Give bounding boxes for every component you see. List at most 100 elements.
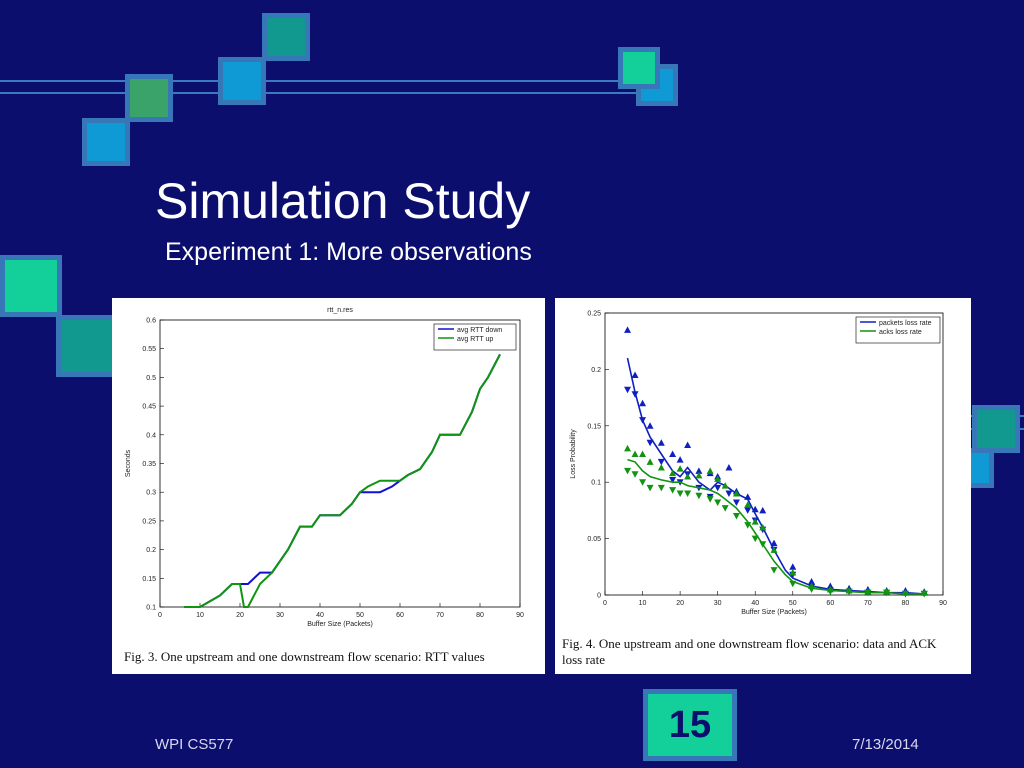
data-point-up-packets-loss-rate [669, 450, 677, 457]
data-point-down-acks-loss-rate [789, 580, 797, 588]
data-point-down-packets-loss-rate [669, 476, 677, 484]
x-tick-label: 0 [158, 612, 162, 619]
data-point-up-acks-loss-rate [770, 546, 778, 553]
data-point-up-acks-loss-rate [744, 501, 752, 508]
x-tick-label: 30 [714, 600, 722, 607]
y-axis-label: Loss Probability [570, 429, 577, 479]
data-point-up-acks-loss-rate [676, 465, 684, 472]
page-number: 15 [668, 703, 712, 746]
x-tick-label: 50 [789, 600, 797, 607]
data-point-down-packets-loss-rate [725, 490, 733, 497]
data-point-up-packets-loss-rate [695, 467, 703, 474]
data-point-down-packets-loss-rate [657, 458, 665, 466]
data-point-down-packets-loss-rate [732, 499, 740, 507]
x-tick-label: 40 [751, 600, 759, 607]
decor-square [125, 74, 173, 122]
data-point-up-acks-loss-rate [624, 444, 632, 452]
y-tick-label: 0 [597, 593, 601, 600]
data-point-up-packets-loss-rate [826, 582, 834, 589]
legend-label: packets loss rate [879, 320, 932, 327]
data-point-up-packets-loss-rate [624, 326, 632, 333]
data-point-up-acks-loss-rate [684, 473, 692, 480]
data-point-down-packets-loss-rate [714, 484, 722, 492]
y-tick-label: 0.1 [146, 605, 156, 612]
data-point-up-packets-loss-rate [759, 506, 767, 514]
data-point-down-acks-loss-rate [695, 492, 703, 500]
data-point-down-acks-loss-rate [901, 590, 909, 598]
data-point-down-acks-loss-rate [732, 513, 740, 520]
x-tick-label: 50 [356, 612, 364, 619]
data-point-down-acks-loss-rate [639, 479, 647, 486]
y-tick-label: 0.1 [591, 480, 601, 487]
data-point-down-acks-loss-rate [646, 484, 654, 492]
data-point-down-acks-loss-rate [624, 467, 632, 475]
rtt-chart: 0 10 20 30 40 50 60 70 80 90 0.1 0.15 0.2 0.25 0.3 0.35… [125, 307, 524, 628]
series-line-acks-loss-rate [627, 458, 925, 595]
figure-caption-line1: Fig. 4. One upstream and one downstream … [562, 636, 937, 651]
data-point-up-packets-loss-rate [751, 505, 759, 513]
x-tick-label: 40 [316, 612, 324, 619]
data-point-down-acks-loss-rate [808, 586, 816, 593]
data-point-down-acks-loss-rate [883, 589, 891, 597]
y-tick-label: 0.2 [591, 367, 601, 374]
figure-loss: 0 10 20 30 40 50 60 70 80 90 0 0.05 0.1 0.15 0.2 0.25 Bu… [555, 298, 971, 674]
data-point-up-acks-loss-rate [789, 568, 797, 576]
y-tick-label: 0.25 [142, 518, 156, 525]
x-tick-label: 10 [639, 600, 647, 607]
data-point-up-packets-loss-rate [676, 456, 684, 463]
data-point-up-acks-loss-rate [646, 458, 654, 465]
legend-label: avg RTT down [457, 327, 502, 334]
decor-line-top-2 [0, 92, 665, 94]
data-point-down-acks-loss-rate [706, 496, 714, 503]
data-point-up-packets-loss-rate [684, 441, 692, 448]
data-point-down-acks-loss-rate [657, 484, 665, 492]
decor-square [972, 405, 1020, 453]
y-tick-label: 0.05 [587, 536, 601, 543]
data-point-up-acks-loss-rate [657, 464, 665, 471]
data-point-down-acks-loss-rate [759, 541, 767, 548]
legend-label: acks loss rate [879, 329, 922, 336]
y-tick-label: 0.15 [142, 576, 156, 583]
figure-caption: Fig. 3. One upstream and one downstream … [124, 649, 485, 664]
data-point-down-acks-loss-rate [631, 471, 639, 478]
series-line-packets-loss-rate [626, 357, 925, 595]
data-point-up-acks-loss-rate [639, 450, 647, 457]
data-point-down-acks-loss-rate [744, 522, 752, 529]
footer-course: WPI CS577 [155, 736, 234, 753]
loss-chart: 0 10 20 30 40 50 60 70 80 90 0 0.05 0.1 0.15 0.2 0.25 Bu… [570, 311, 947, 617]
data-point-up-acks-loss-rate [695, 471, 703, 479]
x-tick-label: 20 [236, 612, 244, 619]
x-tick-label: 10 [196, 612, 204, 619]
data-point-down-packets-loss-rate [631, 391, 639, 398]
y-tick-label: 0.3 [146, 490, 156, 497]
data-point-up-acks-loss-rate [669, 469, 677, 477]
figure-rtt: 0 10 20 30 40 50 60 70 80 90 0.1 0.15 0.2 0.25 0.3 0.35… [112, 298, 545, 674]
decor-square [618, 47, 660, 89]
data-point-up-packets-loss-rate [770, 539, 778, 547]
data-point-down-acks-loss-rate [714, 499, 722, 507]
x-tick-label: 80 [476, 612, 484, 619]
data-point-down-packets-loss-rate [624, 386, 632, 394]
legend-label: avg RTT up [457, 336, 493, 343]
data-point-up-packets-loss-rate [789, 563, 797, 570]
x-tick-label: 80 [902, 600, 910, 607]
y-tick-label: 0.35 [142, 461, 156, 468]
y-tick-label: 0.2 [146, 547, 156, 554]
data-point-up-packets-loss-rate [657, 439, 665, 446]
x-tick-label: 70 [436, 612, 444, 619]
series-line-avg-rtt-down [184, 353, 501, 608]
data-point-down-packets-loss-rate [646, 439, 654, 447]
x-tick-label: 60 [826, 600, 834, 607]
y-tick-label: 0.55 [142, 346, 156, 353]
decor-line-top-1 [0, 80, 665, 82]
data-point-down-acks-loss-rate [826, 588, 834, 596]
data-point-up-packets-loss-rate [631, 371, 639, 379]
decor-square [82, 118, 130, 166]
data-point-down-acks-loss-rate [676, 490, 684, 497]
x-tick-label: 90 [516, 612, 524, 619]
y-tick-label: 0.4 [146, 432, 156, 439]
x-tick-label: 60 [396, 612, 404, 619]
data-point-up-acks-loss-rate [706, 467, 714, 474]
x-tick-label: 20 [676, 600, 684, 607]
data-point-up-acks-loss-rate [759, 523, 767, 531]
